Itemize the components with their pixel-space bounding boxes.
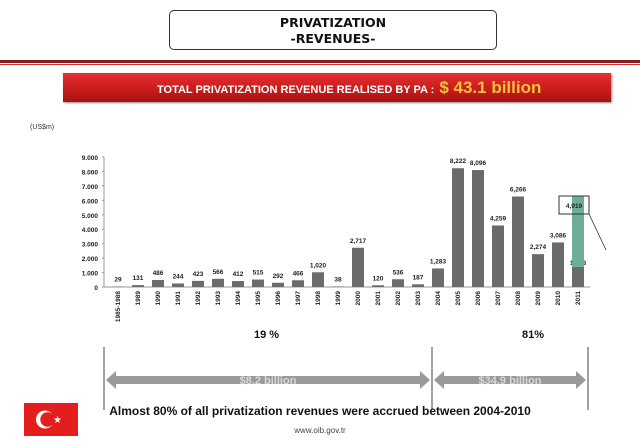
x-tick-label: 2001 (375, 291, 382, 306)
source-url: www.oib.gov.tr (0, 426, 640, 435)
bar-1993 (212, 279, 224, 287)
data-label: 187 (413, 274, 424, 281)
bar-2006 (472, 170, 484, 287)
data-label: 120 (373, 275, 384, 282)
x-tick-label: 2010 (555, 291, 562, 306)
data-label: 131 (133, 275, 144, 282)
bar-1992 (192, 281, 204, 287)
bar-1999 (332, 286, 344, 287)
data-label: 244 (173, 273, 184, 280)
x-tick-label: 1995 (255, 291, 262, 306)
x-tick-label: 2004 (435, 291, 442, 306)
x-tick-label: 2007 (495, 291, 502, 306)
x-tick-label: 1993 (215, 291, 222, 306)
bar-1990 (152, 280, 164, 287)
data-label: 412 (233, 271, 244, 278)
callout-line (589, 214, 606, 250)
x-tick-label: 1998 (315, 291, 322, 306)
x-tick-label: 2008 (515, 291, 522, 306)
footer-note: Almost 80% of all privatization revenues… (0, 404, 640, 418)
x-tick-label: 1996 (275, 291, 282, 306)
bar-2003 (412, 284, 424, 287)
bar-1998 (312, 272, 324, 287)
data-label: 423 (193, 271, 204, 278)
x-tick-label: 1992 (195, 291, 202, 306)
bar-1996 (272, 283, 284, 287)
x-tick-label: 1989 (135, 291, 142, 306)
period-2-percent: 81% (522, 329, 544, 341)
data-label: 6,266 (510, 186, 527, 193)
x-tick-label: 1997 (295, 291, 302, 306)
data-label: 486 (153, 270, 164, 277)
y-tick-label: 9.000 (82, 155, 99, 162)
y-tick-label: 5.000 (82, 213, 99, 220)
x-tick-label: 1990 (155, 291, 162, 306)
bar-2000 (352, 248, 364, 287)
period-amount: $34.9 billion (479, 375, 542, 387)
period-1-percent: 19 % (254, 329, 279, 341)
data-label: 1,020 (310, 262, 327, 269)
data-label: 2,274 (530, 244, 547, 251)
bar-1997 (292, 280, 304, 287)
y-tick-label: 2.000 (82, 256, 99, 263)
x-tick-label: 2005 (455, 291, 462, 306)
bar-2010 (552, 242, 564, 287)
bar-2009 (532, 254, 544, 287)
y-tick-label: 6.000 (82, 198, 99, 205)
x-tick-label: 2000 (355, 291, 362, 306)
x-tick-label: 1999 (335, 291, 342, 306)
bar-1989 (132, 285, 144, 287)
y-tick-label: 1.000 (82, 271, 99, 278)
data-label: 29 (114, 277, 122, 284)
data-label: 8,096 (470, 160, 487, 167)
data-label: 566 (213, 269, 224, 276)
x-tick-label: 2006 (475, 291, 482, 306)
period-amount: $8.2 billion (240, 375, 297, 387)
data-label: 1,283 (430, 258, 447, 265)
data-label: 4,259 (490, 215, 507, 222)
y-tick-label: 0 (94, 285, 98, 292)
x-tick-label: 2002 (395, 291, 402, 306)
data-label: 8,222 (450, 158, 467, 165)
x-tick-label: 2003 (415, 291, 422, 306)
data-label: 3,086 (550, 232, 567, 239)
x-tick-label: 1991 (175, 291, 182, 306)
bar-2002 (392, 279, 404, 287)
bar-2011 (572, 267, 584, 287)
data-label: 38 (334, 276, 342, 283)
y-tick-label: 4.000 (82, 227, 99, 234)
bar-2005 (452, 168, 464, 287)
bar-1995 (252, 280, 264, 287)
bar-1991 (172, 283, 184, 287)
data-label: 536 (393, 269, 404, 276)
data-label: 515 (253, 270, 264, 277)
y-tick-label: 8.000 (82, 169, 99, 176)
bar-2008 (512, 196, 524, 287)
y-tick-label: 3.000 (82, 242, 99, 249)
bar-1994 (232, 281, 244, 287)
x-tick-label: 2011 (575, 291, 582, 305)
x-tick-label: 2009 (535, 291, 542, 306)
bar-2001 (372, 285, 384, 287)
bar-2007 (492, 225, 504, 287)
bar-2004 (432, 268, 444, 287)
data-label: 2,717 (350, 238, 367, 245)
x-tick-label: 1985-1988 (115, 291, 122, 322)
data-label: 466 (293, 270, 304, 277)
x-tick-label: 1994 (235, 291, 242, 306)
y-tick-label: 7.000 (82, 184, 99, 191)
data-label: 292 (273, 273, 284, 280)
data-label: 4,919 (566, 203, 583, 210)
